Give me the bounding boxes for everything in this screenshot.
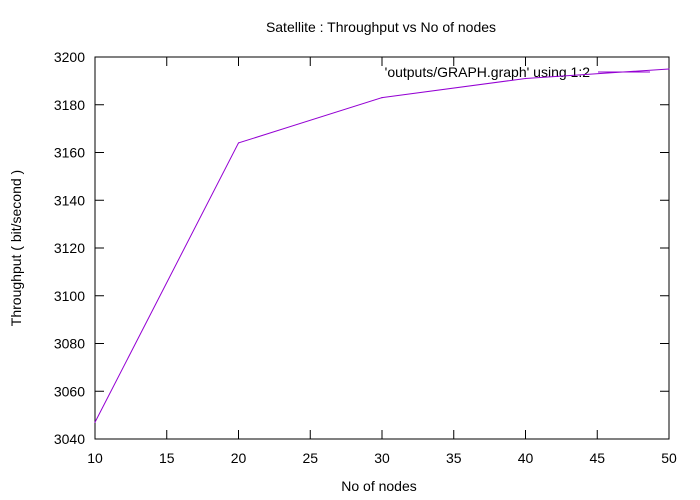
chart-title: Satellite : Throughput vs No of nodes	[266, 19, 496, 35]
y-axis: 3040 3060 3080 3100 3120 3140 3160 3180 3200	[54, 49, 669, 447]
legend: 'outputs/GRAPH.graph' using 1:2	[385, 64, 650, 80]
x-tick-label: 45	[589, 450, 605, 466]
legend-label: 'outputs/GRAPH.graph' using 1:2	[385, 64, 591, 80]
y-tick-label: 3160	[54, 145, 85, 161]
plot-frame	[94, 56, 670, 440]
y-tick-label: 3140	[54, 192, 85, 208]
x-tick-label: 20	[231, 450, 247, 466]
y-tick-label: 3060	[54, 383, 85, 399]
series-line	[94, 68, 670, 423]
x-tick-label: 40	[518, 450, 534, 466]
y-tick-label: 3080	[54, 336, 85, 352]
series-layer	[94, 68, 670, 423]
y-tick-label: 3100	[54, 288, 85, 304]
x-tick-label: 30	[374, 450, 390, 466]
y-tick-label: 3180	[54, 97, 85, 113]
data-point	[237, 142, 240, 144]
y-tick-label: 3200	[54, 49, 85, 65]
x-tick-label: 50	[661, 450, 677, 466]
x-tick-label: 15	[159, 450, 175, 466]
x-tick-label: 10	[87, 450, 103, 466]
data-point	[94, 421, 96, 423]
y-axis-label: Throughput ( bit/second )	[8, 170, 24, 326]
data-point	[524, 77, 527, 80]
data-point	[668, 68, 670, 70]
x-tick-label: 35	[446, 450, 462, 466]
y-tick-label: 3120	[54, 240, 85, 256]
data-point	[381, 96, 383, 99]
x-axis-label: No of nodes	[341, 478, 417, 494]
x-axis: 10 15 20 25 30 35 40 45 50	[87, 57, 677, 466]
y-tick-label: 3040	[54, 431, 85, 447]
x-tick-label: 25	[302, 450, 318, 466]
